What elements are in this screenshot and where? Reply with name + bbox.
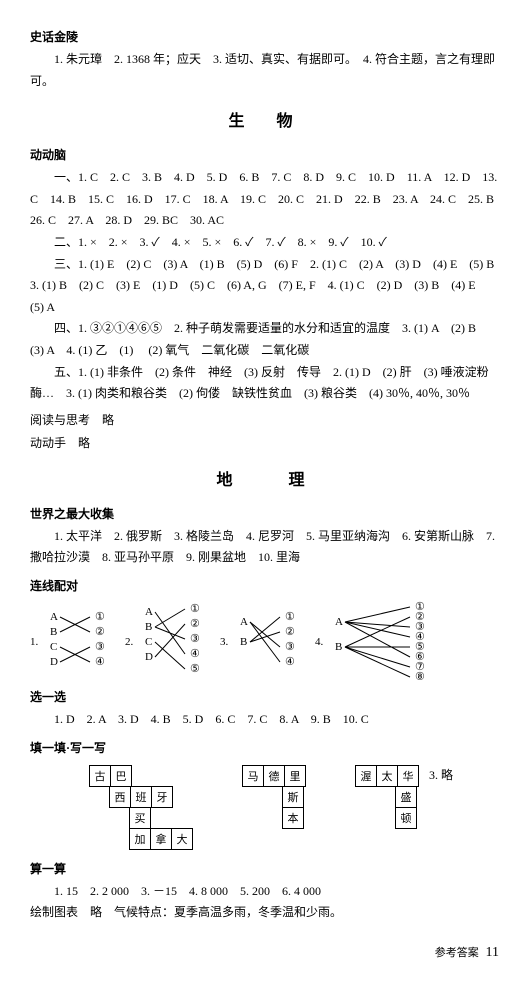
bio-p1: 一、1. C 2. C 3. B 4. D 5. D 6. B 7. C 8. …: [30, 167, 499, 232]
svg-text:A: A: [50, 611, 58, 623]
grid-cell: 马: [242, 765, 264, 787]
svg-text:C: C: [50, 641, 57, 653]
svg-text:B: B: [240, 636, 247, 648]
svg-text:D: D: [145, 651, 153, 663]
footer-text: 参考答案: [435, 947, 479, 959]
geo-match: 连线配对: [30, 577, 499, 594]
grid-3: 渥太华 盛 顿: [356, 766, 419, 850]
page: 史话金陵 1. 朱元璋 2. 1368 年；应天 3. 适切、真实、有据即可。 …: [0, 0, 529, 981]
bio-p3: 三、1. (1) E (2) C (3) A (1) B (5) D (6) F…: [30, 254, 499, 319]
svg-text:B: B: [335, 641, 342, 653]
grid-cell: 班: [130, 786, 152, 808]
match-diagram: 1. ABCD ①②③④ 2. ABCD ①②③④⑤ 3. AB ①②③④ 4.…: [30, 600, 490, 680]
grid-cell: 买: [129, 807, 151, 829]
svg-text:④: ④: [285, 656, 295, 668]
svg-text:A: A: [145, 606, 153, 618]
svg-text:③: ③: [95, 641, 105, 653]
grid-cell: 里: [284, 765, 306, 787]
grid-cell: 德: [263, 765, 285, 787]
grid-cell: 渥: [355, 765, 377, 787]
svg-text:⑤: ⑤: [190, 663, 200, 675]
bio-hand: 动动手 略: [30, 434, 499, 451]
t3-label: 3. 略: [429, 766, 453, 850]
grid-cell: 西: [109, 786, 131, 808]
svg-text:①: ①: [95, 611, 105, 623]
geo-x1: 1. D 2. A 3. D 4. B 5. D 6. C 7. C 8. A …: [30, 709, 499, 731]
bio-p5: 五、1. (1) 非条件 (2) 条件 神经 (3) 反射 传导 2. (1) …: [30, 362, 499, 405]
geo-title: 地 理: [30, 466, 499, 490]
svg-text:②: ②: [285, 626, 295, 638]
grid-cell: 顿: [395, 807, 417, 829]
svg-text:③: ③: [190, 633, 200, 645]
svg-text:3.: 3.: [220, 636, 229, 648]
bio-p2: 二、1. × 2. × 3. ✓ 4. × 5. × 6. ✓ 7. ✓ 8. …: [30, 232, 499, 254]
page-number: 11: [486, 945, 499, 960]
bio-p4: 四、1. ③②①④⑥⑤ 2. 种子萌发需要适量的水分和适宜的温度 3. (1) …: [30, 318, 499, 361]
svg-text:2.: 2.: [125, 636, 134, 648]
bio-dongnao: 动动脑: [30, 146, 499, 163]
fill-grids: 古巴 西班牙 买 加拿大 马德里 斯 本 渥太华 盛 顿 3. 略: [30, 766, 499, 850]
geo-collect: 世界之最大收集: [30, 505, 499, 522]
svg-text:A: A: [335, 616, 343, 628]
svg-text:⑧: ⑧: [415, 671, 425, 680]
grid-cell: 加: [129, 828, 151, 850]
grid-cell: 牙: [151, 786, 173, 808]
svg-text:4.: 4.: [315, 636, 324, 648]
svg-text:②: ②: [95, 626, 105, 638]
grid-cell: 华: [397, 765, 419, 787]
svg-text:①: ①: [285, 611, 295, 623]
svg-text:②: ②: [190, 618, 200, 630]
svg-text:B: B: [50, 626, 57, 638]
page-footer: 参考答案 11: [30, 944, 499, 961]
svg-text:A: A: [240, 616, 248, 628]
grid-cell: 本: [282, 807, 304, 829]
svg-text:①: ①: [190, 603, 200, 615]
geo-suan: 算一算: [30, 860, 499, 877]
svg-text:④: ④: [190, 648, 200, 660]
grid-2: 马德里 斯 本: [243, 766, 306, 850]
svg-text:④: ④: [95, 656, 105, 668]
grid-cell: 斯: [282, 786, 304, 808]
grid-1: 古巴 西班牙 买 加拿大: [90, 766, 193, 850]
geo-tian: 填一填·写一写: [30, 739, 499, 756]
svg-text:B: B: [145, 621, 152, 633]
grid-cell: 大: [171, 828, 193, 850]
svg-text:1.: 1.: [30, 636, 39, 648]
bio-read: 阅读与思考 略: [30, 411, 499, 428]
svg-text:C: C: [145, 636, 152, 648]
grid-cell: 盛: [395, 786, 417, 808]
geo-xuan: 选一选: [30, 688, 499, 705]
geo-tu: 绘制图表 略 气候特点：夏季高温多雨，冬季温和少雨。: [30, 902, 499, 924]
geo-g1: 1. 太平洋 2. 俄罗斯 3. 格陵兰岛 4. 尼罗河 5. 马里亚纳海沟 6…: [30, 526, 499, 569]
svg-text:③: ③: [285, 641, 295, 653]
bio-title: 生 物: [30, 107, 499, 131]
grid-cell: 拿: [150, 828, 172, 850]
shihua-content: 1. 朱元璋 2. 1368 年；应天 3. 适切、真实、有据即可。 4. 符合…: [30, 49, 499, 92]
grid-cell: 古: [89, 765, 111, 787]
shihua-title: 史话金陵: [30, 28, 499, 45]
grid-cell: 太: [376, 765, 398, 787]
geo-s1: 1. 15 2. 2 000 3. －15 4. 8 000 5. 200 6.…: [30, 881, 499, 903]
svg-text:D: D: [50, 656, 58, 668]
grid-cell: 巴: [110, 765, 132, 787]
